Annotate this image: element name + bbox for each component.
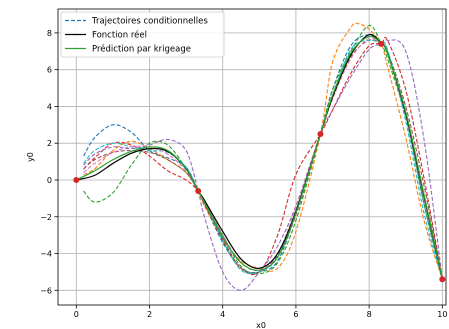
y-tick-label: −6 bbox=[40, 286, 52, 295]
observation-points bbox=[73, 40, 446, 283]
x-tick-label: 0 bbox=[74, 310, 79, 319]
legend: Trajectoires conditionnelles Fonction ré… bbox=[60, 11, 225, 58]
x-tick-label: 4 bbox=[220, 310, 225, 319]
x-tick-label: 8 bbox=[367, 310, 372, 319]
plot-frame bbox=[57, 8, 447, 306]
legend-box bbox=[60, 11, 225, 58]
x-tick-label: 6 bbox=[293, 310, 298, 319]
trajectory-line bbox=[83, 39, 443, 280]
observation-point bbox=[317, 131, 324, 138]
y-tick-label: −2 bbox=[40, 213, 52, 222]
y-tick-label: 6 bbox=[47, 66, 52, 75]
trajectory-line bbox=[83, 25, 443, 280]
x-axis-label: x0 bbox=[256, 321, 266, 329]
y-tick-label: 2 bbox=[47, 139, 52, 148]
series-pr-diction-par-krigeage bbox=[76, 35, 443, 280]
x-tick-label: 10 bbox=[437, 310, 447, 319]
y-tick-label: 8 bbox=[47, 29, 52, 38]
trajectory-line bbox=[83, 39, 443, 291]
y-tick-label: 4 bbox=[47, 102, 52, 111]
ticks: 0 2 4 6 8 10 −6 −4 −2 0 2 4 6 8 bbox=[40, 29, 447, 319]
y-tick-label: 0 bbox=[47, 176, 52, 185]
legend-label-trajectoires: Trajectoires conditionnelles bbox=[91, 17, 208, 27]
legend-label-fonction-reel: Fonction réel bbox=[92, 30, 147, 41]
series-layer bbox=[76, 22, 443, 291]
legend-label-krigeage: Prédiction par krigeage bbox=[92, 44, 191, 55]
observation-point bbox=[73, 176, 80, 183]
observation-point bbox=[378, 40, 385, 47]
y-axis-label: y0 bbox=[26, 152, 35, 162]
grid bbox=[58, 9, 446, 305]
y-tick-label: −4 bbox=[40, 250, 52, 259]
observation-point bbox=[439, 276, 446, 283]
x-tick-label: 2 bbox=[147, 310, 152, 319]
observation-point bbox=[195, 188, 202, 195]
